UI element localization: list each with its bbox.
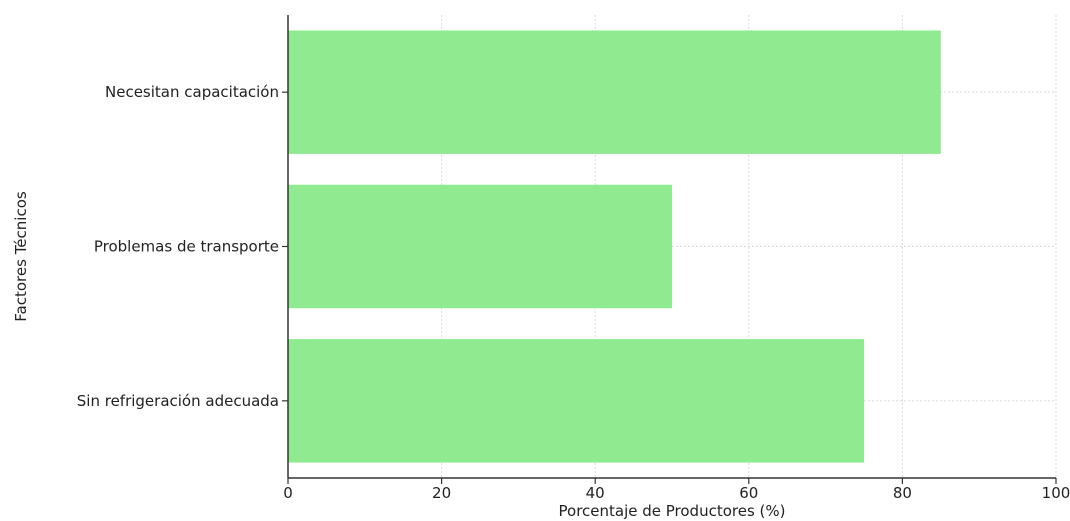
y-category-label: Problemas de transporte <box>94 238 279 256</box>
x-tick-label: 20 <box>432 484 451 502</box>
bar <box>288 184 672 309</box>
bar <box>288 339 864 463</box>
x-axis-label: Porcentaje de Productores (%) <box>559 502 786 520</box>
y-category-label: Necesitan capacitación <box>105 83 279 101</box>
x-tick-label: 40 <box>586 484 605 502</box>
x-ticks: 0 20 40 60 80 100 <box>283 478 1070 502</box>
y-category-label: Sin refrigeración adecuada <box>77 392 279 410</box>
y-axis-label: Factores Técnicos <box>12 191 30 322</box>
x-tick-label: 0 <box>283 484 293 502</box>
x-tick-label: 100 <box>1042 484 1070 502</box>
x-tick-label: 80 <box>893 484 912 502</box>
bar <box>288 30 941 154</box>
x-tick-label: 60 <box>739 484 758 502</box>
bars <box>288 30 941 463</box>
y-category-labels: Necesitan capacitación Problemas de trans… <box>77 83 288 410</box>
